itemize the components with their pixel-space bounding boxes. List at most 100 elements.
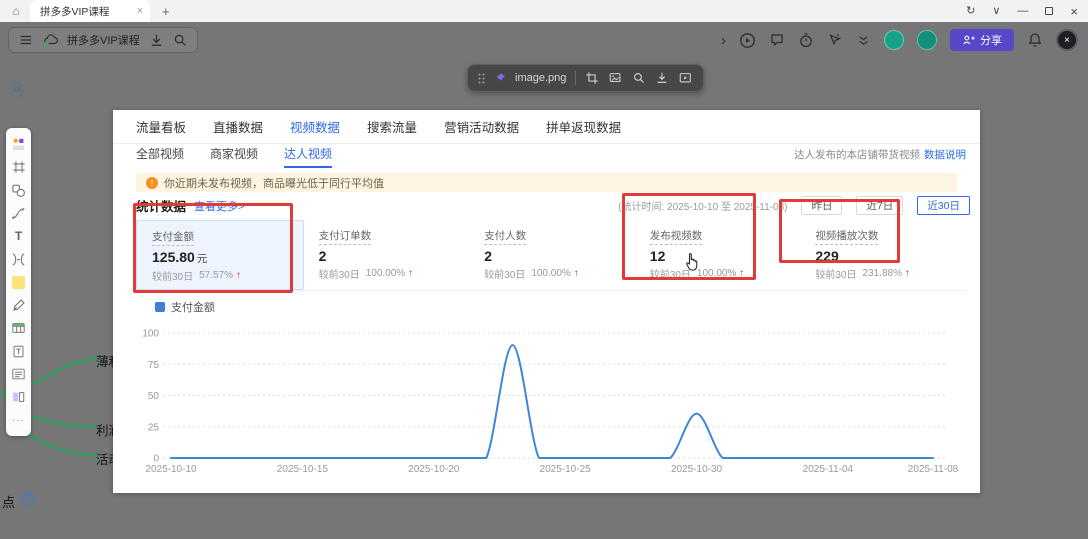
list-icon[interactable] <box>11 366 27 382</box>
connector-icon[interactable] <box>11 205 27 221</box>
share-button[interactable]: 分享 <box>950 29 1014 51</box>
tab-close-icon[interactable]: × <box>136 5 143 17</box>
hand-cursor-icon <box>686 253 698 271</box>
stat-cards: 支付金额 125.80 元 较前30日 57.57% ↑ 支付订单数 2 较前30日… <box>136 220 966 291</box>
new-tab-button[interactable]: + <box>162 3 170 19</box>
tab-group-rebate-data[interactable]: 拼单返现数据 <box>546 121 622 135</box>
up-arrow-icon: ↑ <box>235 270 241 281</box>
annotation-rect-published-videos[interactable] <box>622 193 756 280</box>
open-panel-icon[interactable] <box>678 71 693 85</box>
pen-icon[interactable] <box>11 297 27 313</box>
templates-icon[interactable] <box>11 136 27 152</box>
collaborator-avatar[interactable] <box>917 30 937 50</box>
timer-icon[interactable] <box>798 32 814 48</box>
notifications-icon[interactable] <box>1027 32 1043 48</box>
table-icon[interactable] <box>11 320 27 336</box>
subtab-influencer-videos[interactable]: 达人视频 <box>284 145 333 168</box>
maximize-icon[interactable] <box>1045 7 1054 15</box>
home-icon[interactable]: ⌂ <box>12 4 20 18</box>
crop-icon[interactable] <box>585 71 599 85</box>
shapes-icon[interactable] <box>11 182 27 198</box>
columns-icon[interactable] <box>11 389 27 405</box>
expand-right-icon[interactable]: › <box>721 31 726 49</box>
tab-search-traffic[interactable]: 搜索流量 <box>367 121 418 135</box>
svg-text:2025-10-10: 2025-10-10 <box>145 464 197 475</box>
svg-text:100: 100 <box>142 329 159 340</box>
annotation-rect-payment-amount[interactable] <box>133 203 293 293</box>
data-explain-link[interactable]: 数据说明 <box>924 149 966 161</box>
more-icon[interactable]: ··· <box>12 414 25 426</box>
present-icon[interactable] <box>739 32 756 49</box>
side-toolbar: T ··· <box>6 128 31 436</box>
download-image-icon[interactable] <box>655 71 669 85</box>
share-label: 分享 <box>980 35 1002 47</box>
svg-text:2025-10-25: 2025-10-25 <box>540 464 592 475</box>
document-icon[interactable] <box>11 343 27 359</box>
text-icon[interactable]: T <box>14 229 23 243</box>
menu-icon[interactable] <box>19 33 33 47</box>
tab-traffic-board[interactable]: 流量看板 <box>136 121 187 135</box>
subtab-merchant-videos[interactable]: 商家视频 <box>210 147 259 161</box>
document-controls: 拼多多VIP课程 <box>8 27 198 53</box>
close-icon[interactable]: × <box>1070 3 1078 19</box>
dashboard-image[interactable]: 流量看板 直播数据 视频数据 搜索流量 营销活动数据 拼单返现数据 全部视频 商… <box>113 110 980 493</box>
annotation-rect-video-plays[interactable] <box>779 199 900 263</box>
svg-text:75: 75 <box>148 360 160 371</box>
share-icon <box>963 35 975 44</box>
app-toolbar: 拼多多VIP课程 › 分享 × <box>0 22 1088 58</box>
subtab-all-videos[interactable]: 全部视频 <box>136 147 185 161</box>
warning-icon: ! <box>146 176 158 189</box>
comment-icon[interactable] <box>769 32 785 48</box>
collapse-toolbar-icon[interactable] <box>856 33 871 48</box>
tab-title: 拼多多VIP课程 <box>40 5 110 18</box>
laser-pointer-icon[interactable] <box>827 32 843 48</box>
time-range-label: (统计时间: 2025-10-10 至 2025-11-08) <box>618 202 788 213</box>
card-payment-orders[interactable]: 支付订单数 2 较前30日 100.00% ↑ <box>318 230 413 281</box>
divider <box>575 71 577 85</box>
download-icon[interactable] <box>149 33 164 48</box>
tab-marketing-data[interactable]: 营销活动数据 <box>444 121 520 135</box>
up-arrow-icon: ↑ <box>904 268 910 279</box>
svg-text:0: 0 <box>153 454 159 465</box>
tab-video-data[interactable]: 视频数据 <box>290 121 341 135</box>
svg-text:2025-10-15: 2025-10-15 <box>277 464 329 475</box>
drag-handle-icon[interactable] <box>478 73 485 84</box>
main-tabs: 流量看板 直播数据 视频数据 搜索流量 营销活动数据 拼单返现数据 <box>113 110 980 144</box>
zoom-image-icon[interactable] <box>632 71 646 85</box>
payment-line-chart: 0 25 50 75 100 2025-10-10 2025-10-15 2025-10-20… <box>142 329 958 476</box>
svg-text:2025-10-20: 2025-10-20 <box>408 464 460 475</box>
canvas-text-dot[interactable]: 点 <box>2 495 16 510</box>
svg-text:50: 50 <box>148 391 160 402</box>
refresh-icon[interactable]: ↻ <box>966 4 976 17</box>
window-controls: ↻ ∨ — × <box>966 5 1088 18</box>
note-text: 达人发布的本店铺带货视频 数据说明 <box>794 149 966 161</box>
warning-banner: ! 你近期未发布视频，商品曝光低于同行平均值 <box>136 173 957 192</box>
image-toolbar: image.png <box>467 64 705 92</box>
range-button-30d[interactable]: 近30日 <box>917 196 970 215</box>
sticky-note-icon[interactable] <box>11 274 27 290</box>
image-name-label: image.png <box>515 72 567 84</box>
minimize-icon[interactable]: — <box>1017 4 1029 17</box>
search-icon[interactable] <box>173 33 187 47</box>
canvas-badge[interactable]: 27 <box>21 492 35 506</box>
browser-tab-bar: ⌂ 拼多多VIP课程 × + ↻ ∨ — × <box>0 0 1088 22</box>
pin-icon[interactable] <box>494 72 506 84</box>
mindmap-icon[interactable] <box>11 251 27 267</box>
card-payment-users[interactable]: 支付人数 2 较前30日 100.00% ↑ <box>484 230 579 281</box>
svg-text:25: 25 <box>148 422 160 433</box>
card-payment-amount[interactable]: 支付金额 125.80 元 较前30日 57.57% ↑ <box>136 220 304 290</box>
collaborator-avatar[interactable] <box>884 30 904 50</box>
replace-image-icon[interactable] <box>608 71 623 85</box>
legend-label: 支付金额 <box>171 302 215 314</box>
window-menu-icon[interactable]: ∨ <box>992 4 1001 17</box>
profile-close-icon[interactable]: × <box>1056 29 1078 51</box>
tab-live-data[interactable]: 直播数据 <box>213 121 264 135</box>
card-published-videos[interactable]: 发布视频数 12 较前30日 100.00% ↑ <box>649 230 745 281</box>
document-title[interactable]: 拼多多VIP课程 <box>67 35 140 47</box>
sub-tabs: 全部视频 商家视频 达人视频 达人发布的本店铺带货视频 数据说明 <box>113 144 980 168</box>
cloud-sync-icon <box>44 34 58 46</box>
collab-toolbar: › 分享 × <box>721 29 1088 51</box>
frame-icon[interactable] <box>11 159 27 175</box>
browser-tab[interactable]: 拼多多VIP课程 × <box>30 0 150 22</box>
canvas-badge[interactable]: 68 <box>9 82 24 97</box>
